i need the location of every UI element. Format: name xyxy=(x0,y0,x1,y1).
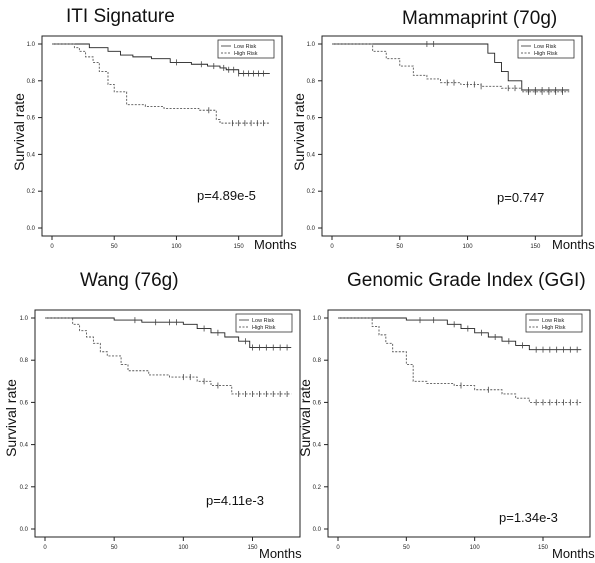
legend-label: High Risk xyxy=(534,51,558,57)
y-tick-label: 0.0 xyxy=(313,527,322,533)
p-value: p=4.11e-3 xyxy=(206,493,264,508)
x-axis-label: Months xyxy=(254,237,297,252)
km-curve-high-risk xyxy=(338,317,582,403)
x-tick-label: 150 xyxy=(234,244,245,250)
x-tick-label: 0 xyxy=(50,244,54,250)
y-tick-label: 1.0 xyxy=(20,316,29,322)
y-tick-label: 0.8 xyxy=(27,79,36,85)
y-tick-label: 0.2 xyxy=(27,189,36,195)
y-tick-label: 0.6 xyxy=(307,116,316,122)
p-value: p=0.747 xyxy=(497,190,545,205)
plot-frame xyxy=(321,35,583,237)
x-tick-label: 100 xyxy=(470,545,481,551)
km-curve-low-risk xyxy=(52,43,270,74)
legend-box xyxy=(517,39,575,59)
x-tick-label: 150 xyxy=(247,545,258,551)
y-tick-label: 0.0 xyxy=(20,527,29,533)
x-axis-label: Months xyxy=(552,237,595,252)
km-curve-high-risk xyxy=(52,43,270,124)
x-tick-label: 0 xyxy=(43,545,47,551)
legend-label: High Risk xyxy=(542,325,566,331)
x-tick-label: 100 xyxy=(463,244,474,250)
legend-label: Low Risk xyxy=(534,44,557,50)
km-curve-low-risk xyxy=(332,43,570,91)
panel-title: ITI Signature xyxy=(66,6,175,27)
y-tick-label: 1.0 xyxy=(307,42,316,48)
x-axis-label: Months xyxy=(259,546,302,561)
x-tick-label: 50 xyxy=(111,545,118,551)
x-tick-label: 50 xyxy=(396,244,403,250)
plot-frame xyxy=(327,309,591,538)
y-tick-label: 0.6 xyxy=(27,116,36,122)
y-tick-label: 0.6 xyxy=(313,400,322,406)
x-tick-label: 50 xyxy=(403,545,410,551)
y-tick-label: 0.0 xyxy=(307,226,316,232)
x-tick-label: 150 xyxy=(530,244,541,250)
legend-label: Low Risk xyxy=(234,44,257,50)
y-tick-label: 1.0 xyxy=(27,42,36,48)
y-tick-label: 0.4 xyxy=(307,152,316,158)
x-tick-label: 150 xyxy=(538,545,549,551)
legend-box xyxy=(525,313,583,333)
y-tick-label: 0.8 xyxy=(20,358,29,364)
legend-label: High Risk xyxy=(234,51,258,57)
x-axis-label: Months xyxy=(552,546,595,561)
legend-label: High Risk xyxy=(252,325,276,331)
y-tick-label: 0.0 xyxy=(27,226,36,232)
panel-title: Mammaprint (70g) xyxy=(402,8,558,29)
panel-title: Wang (76g) xyxy=(80,270,179,291)
y-tick-label: 0.2 xyxy=(20,485,29,491)
legend-box xyxy=(235,313,293,333)
y-tick-label: 0.8 xyxy=(313,358,322,364)
legend-box xyxy=(217,39,275,59)
legend-label: Low Risk xyxy=(542,318,565,324)
y-tick-label: 0.2 xyxy=(313,485,322,491)
legend-label: Low Risk xyxy=(252,318,275,324)
y-tick-label: 1.0 xyxy=(313,316,322,322)
panel-title: Genomic Grade Index (GGI) xyxy=(347,270,586,291)
y-tick-label: 0.8 xyxy=(307,79,316,85)
x-tick-label: 100 xyxy=(171,244,182,250)
y-tick-label: 0.4 xyxy=(20,443,29,449)
y-tick-label: 0.4 xyxy=(27,152,36,158)
y-tick-label: 0.6 xyxy=(20,400,29,406)
p-value: p=1.34e-3 xyxy=(499,510,558,525)
km-curve-low-risk xyxy=(45,317,292,348)
plot-frame xyxy=(34,309,301,538)
y-tick-label: 0.2 xyxy=(307,189,316,195)
y-tick-label: 0.4 xyxy=(313,443,322,449)
x-tick-label: 100 xyxy=(178,545,189,551)
p-value: p=4.89e-5 xyxy=(197,188,256,203)
x-tick-label: 0 xyxy=(330,244,334,250)
km-curve-high-risk xyxy=(332,43,570,93)
plot-frame xyxy=(41,35,283,237)
x-tick-label: 0 xyxy=(336,545,340,551)
x-tick-label: 50 xyxy=(111,244,118,250)
